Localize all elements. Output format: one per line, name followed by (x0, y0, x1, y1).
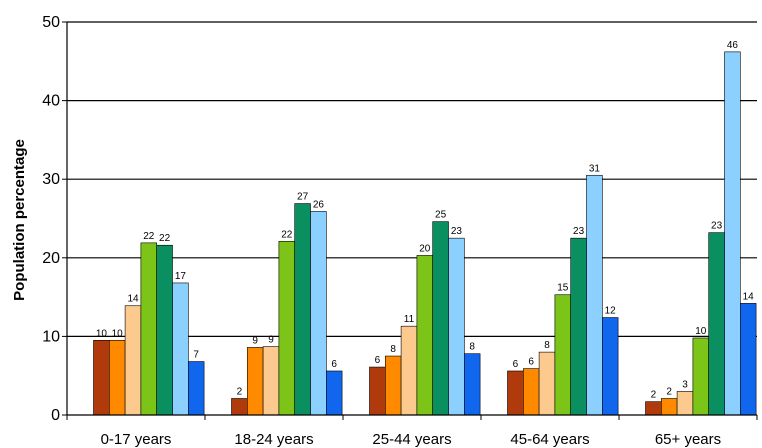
data-label: 14 (127, 294, 139, 305)
bar (432, 221, 449, 416)
data-label: 2 (651, 390, 657, 401)
data-label: 2 (237, 386, 243, 397)
data-label: 8 (390, 344, 396, 355)
bar (109, 340, 126, 416)
bar (570, 237, 587, 416)
bar (724, 51, 741, 416)
data-label: 22 (143, 231, 155, 242)
data-label: 11 (404, 314, 415, 325)
y-axis-ticks: 0 10 20 30 40 50 (42, 14, 67, 424)
bar (172, 282, 189, 416)
category-labels: 0-17 years 18-24 years 25-44 years 45-64 ye… (66, 415, 758, 448)
data-label: 8 (469, 342, 475, 353)
bar (247, 347, 264, 416)
y-tick-label: 40 (42, 93, 60, 110)
data-label: 22 (281, 229, 293, 240)
category-label: 25-44 years (372, 431, 451, 448)
bar (400, 325, 418, 416)
y-axis-label: Population percentage (11, 139, 28, 301)
gridlines (67, 21, 757, 337)
category-label: 0-17 years (101, 431, 172, 448)
data-label: 6 (375, 355, 381, 366)
data-label: 10 (695, 326, 707, 337)
data-label: 31 (589, 163, 601, 174)
bar (369, 366, 386, 416)
bar (262, 346, 280, 416)
data-label: 2 (666, 386, 672, 397)
y-tick-label: 10 (42, 328, 60, 345)
axes (66, 22, 757, 416)
bar (676, 391, 694, 416)
data-label: 9 (252, 335, 258, 346)
data-label: 8 (544, 340, 550, 351)
bar (538, 351, 556, 416)
bar (601, 317, 619, 416)
data-label: 23 (451, 226, 463, 237)
data-label: 10 (96, 328, 108, 339)
data-label: 6 (513, 359, 519, 370)
data-label: 22 (159, 233, 171, 244)
category-label: 45-64 years (510, 431, 589, 448)
data-label: 3 (682, 379, 688, 390)
bar (586, 174, 603, 416)
data-label: 46 (727, 40, 739, 51)
bar (278, 240, 295, 416)
bar (156, 244, 173, 416)
bar (294, 203, 311, 416)
bar (708, 232, 725, 416)
y-tick-label: 50 (42, 14, 60, 31)
data-label: 27 (297, 192, 309, 203)
bar (463, 353, 481, 416)
data-label: 14 (743, 291, 755, 302)
data-label: 25 (435, 210, 447, 221)
data-label: 17 (175, 271, 187, 282)
bar (507, 370, 524, 416)
category-label: 18-24 years (234, 431, 313, 448)
bar (522, 368, 540, 416)
data-label: 20 (419, 243, 431, 254)
bar (93, 340, 110, 416)
bar (310, 211, 327, 416)
bar (554, 294, 572, 416)
bar (692, 337, 710, 416)
bar (325, 370, 343, 416)
bar (231, 398, 248, 416)
bar (448, 237, 465, 416)
category-label: 65+ years (655, 431, 721, 448)
data-label: 10 (112, 328, 124, 339)
data-label: 12 (605, 306, 617, 317)
data-label: 7 (193, 350, 199, 361)
y-tick-label: 0 (51, 407, 60, 424)
bar (739, 303, 757, 416)
bar (124, 305, 142, 416)
data-label: 15 (557, 283, 569, 294)
y-tick-label: 30 (42, 171, 60, 188)
bar (416, 255, 433, 416)
bar (660, 398, 678, 416)
data-label: 9 (268, 335, 274, 346)
data-label: 6 (528, 357, 534, 368)
data-label: 23 (573, 226, 585, 237)
bar (645, 401, 662, 416)
data-label: 6 (331, 359, 337, 370)
bar (384, 355, 402, 416)
bar (140, 242, 157, 416)
y-tick-label: 20 (42, 250, 60, 267)
data-label: 23 (711, 221, 723, 232)
data-label: 26 (313, 199, 325, 210)
bar (188, 361, 205, 416)
